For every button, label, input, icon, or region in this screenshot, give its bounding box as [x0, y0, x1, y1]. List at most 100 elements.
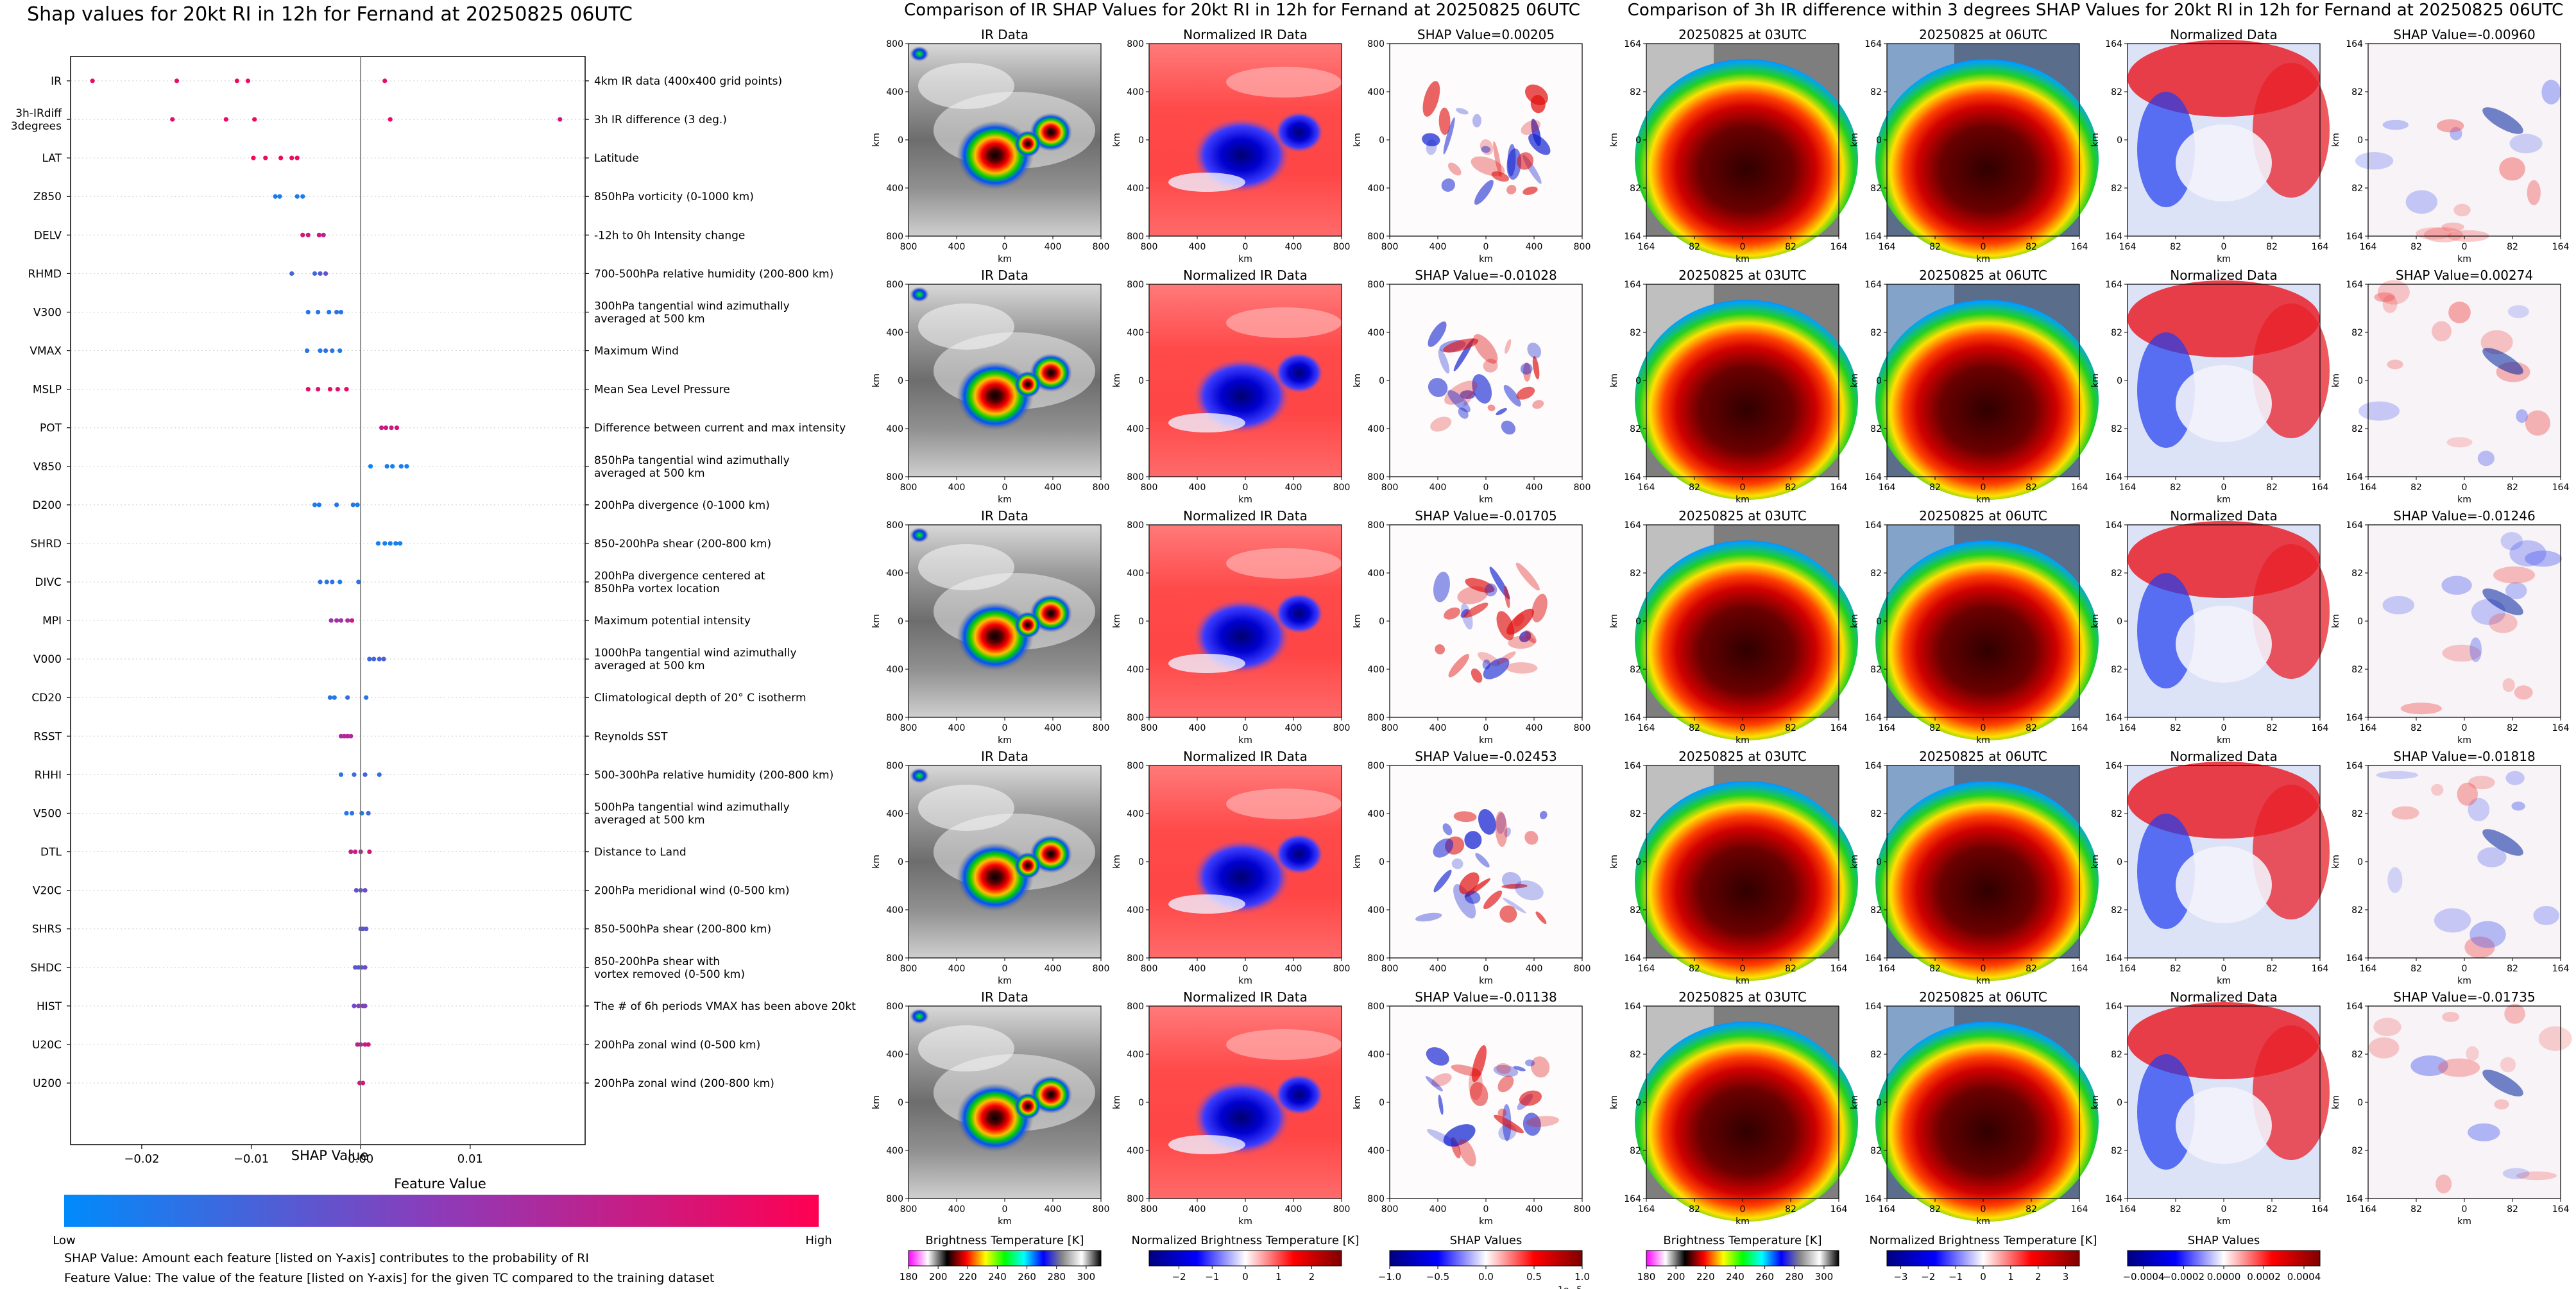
y-tick-label: 0 [2357, 135, 2363, 146]
y-tick-label: 800 [886, 1194, 903, 1204]
y-axis-label: km [1352, 614, 1363, 628]
feature-description-line: averaged at 500 km [594, 660, 705, 672]
shap-positive-blob [1463, 391, 1474, 407]
x-tick-label: 164 [2312, 964, 2329, 974]
colorbar-tick-label: 3 [2063, 1271, 2069, 1283]
shap-point [223, 117, 228, 122]
x-tick-label: 400 [1285, 482, 1302, 493]
y-tick-label: 0 [1635, 1098, 1641, 1108]
y-tick-label: 400 [886, 1050, 903, 1060]
x-tick-label: 82 [1785, 242, 1796, 252]
x-tick-label: 82 [1929, 723, 1941, 733]
y-axis-label: km [871, 614, 882, 628]
x-tick-label: 82 [2410, 1204, 2422, 1215]
feature-description-line: 1000hPa tangential wind azimuthally [594, 647, 797, 660]
shap-negative-blob [1519, 631, 1531, 642]
x-tick-label: 82 [2026, 242, 2037, 252]
y-tick-label: 82 [1630, 665, 1641, 675]
x-tick-label: 164 [1879, 1204, 1896, 1215]
y-tick-label: 800 [1367, 472, 1385, 482]
x-tick-label: 0 [1002, 723, 1008, 733]
y-tick-label: 82 [1630, 905, 1641, 916]
storm-cell [1014, 852, 1041, 879]
y-tick-label: 164 [2346, 280, 2363, 290]
y-tick-label: 800 [886, 39, 903, 49]
y-axis-label: km [1850, 855, 1860, 869]
feature-description-label: 4km IR data (400x400 grid points) [594, 75, 782, 88]
irdiff-shap-comparison: Comparison of 3h IR difference within 3 … [1609, 1, 2572, 1283]
shap-point [345, 618, 350, 623]
ir-panel-grid: IR Data80080040040000400400800800kmkmNor… [871, 27, 1591, 1227]
shap-negative-blob [1503, 898, 1526, 914]
shap-value-title: SHAP Value=-0.02453 [1415, 749, 1557, 764]
shap-point [90, 78, 95, 83]
shap-point [353, 965, 358, 970]
shap-negative-blob [1427, 1129, 1458, 1147]
x-tick-label: 164 [2552, 242, 2570, 252]
x-tick-label: 0 [2462, 1204, 2468, 1215]
feature-value-note: Feature Value: The value of the feature … [64, 1271, 714, 1285]
feature-description-label: 200hPa meridional wind (0-500 km) [594, 885, 790, 898]
x-axis-label: km [1238, 254, 1252, 264]
image-panel: 20250825 at 03UTC1641648282008282164164k… [1609, 749, 1858, 986]
panel-title: Normalized Data [2170, 27, 2278, 42]
shap-point [278, 155, 284, 160]
shap-point [327, 387, 333, 392]
x-axis-label: km [1479, 1216, 1493, 1227]
y-axis-label: km [1609, 1095, 1619, 1109]
x-tick-label: 164 [1638, 723, 1655, 733]
diff-shap-negative [2469, 637, 2482, 663]
y-tick-label: 82 [2111, 1050, 2122, 1060]
storm-core [957, 361, 1034, 431]
shap-point [330, 348, 335, 354]
y-axis-label: km [2331, 1095, 2341, 1109]
shap-summary-plot: IR 4km IR data (400x400 grid points) 3h-IR… [11, 56, 856, 1166]
diff-shap-positive [2437, 1058, 2480, 1077]
feature-description-label: Climatological depth of 20° C isotherm [594, 692, 806, 704]
shap-point [375, 541, 381, 546]
x-tick-label: 164 [1830, 964, 1848, 974]
shap-negative-blob [1425, 1076, 1443, 1092]
feature-description-line: Maximum potential intensity [594, 615, 751, 627]
norm-diff-warm [2253, 63, 2330, 198]
image-panel: 20250825 at 06UTC1641648282008282164164k… [1850, 268, 2099, 505]
shap-value-title: SHAP Value=-0.00960 [2393, 27, 2535, 42]
shap-positive-blob [1453, 811, 1477, 823]
x-tick-label: 800 [900, 964, 917, 974]
x-tick-label: 800 [1574, 242, 1591, 252]
shap-point [251, 155, 256, 160]
shap-point [394, 425, 400, 431]
x-tick-label: 164 [2360, 964, 2377, 974]
shap-point [356, 579, 361, 585]
x-tick-label: 800 [1141, 482, 1158, 493]
shap-positive-blob [1519, 1090, 1542, 1106]
panel-title: 20250825 at 06UTC [1919, 27, 2047, 42]
x-tick-label: −0.02 [124, 1152, 159, 1166]
feature-code-label: U200 [33, 1077, 62, 1090]
y-tick-label: 400 [1127, 184, 1144, 194]
diff-shap-background [2368, 765, 2561, 958]
shap-point [318, 579, 323, 585]
shap-point [364, 926, 369, 932]
diff-shap-negative [2434, 908, 2471, 933]
x-tick-label: 82 [1785, 964, 1796, 974]
feature-description-line: Climatological depth of 20° C isotherm [594, 692, 806, 704]
shap-point [393, 541, 398, 546]
norm-diff-warm [2253, 785, 2330, 919]
y-tick-label: 164 [2105, 472, 2122, 482]
x-tick-label: 164 [1879, 482, 1896, 493]
x-tick-label: 164 [2552, 964, 2570, 974]
x-axis-label: km [1736, 254, 1750, 264]
shap-positive-blob [1469, 1082, 1488, 1106]
image-panel: Normalized Data1641648282008282164164kmk… [2090, 749, 2330, 986]
feature-code-label: IR [51, 75, 62, 88]
shap-negative-blob [1460, 390, 1476, 400]
shap-point [350, 502, 355, 508]
y-tick-label: 164 [2346, 713, 2363, 723]
y-tick-label: 82 [1630, 1050, 1641, 1060]
feature-description-line: 850-200hPa shear with [594, 955, 720, 968]
x-axis-label: km [1238, 735, 1252, 746]
shap-positive-blob [1465, 577, 1495, 593]
y-axis-label: km [1850, 373, 1860, 388]
image-panel: Normalized Data1641648282008282164164kmk… [2090, 268, 2330, 505]
